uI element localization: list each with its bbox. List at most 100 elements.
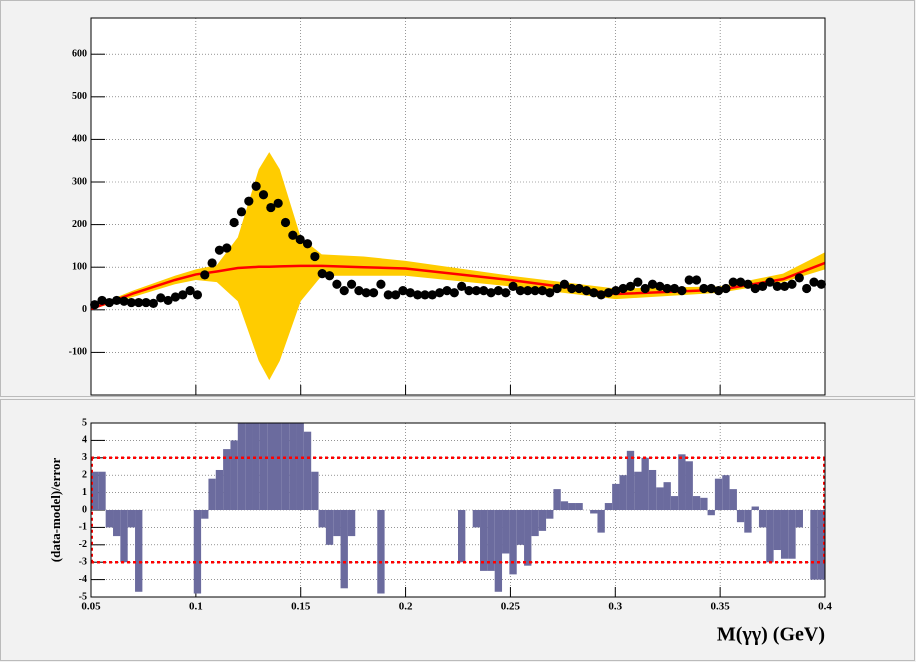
data-point: [515, 286, 525, 296]
x-tick-label: 0.4: [818, 601, 832, 613]
data-point: [662, 283, 672, 294]
x-tick-label: 0.05: [81, 601, 101, 613]
data-point: [501, 288, 511, 298]
model-line: [90, 261, 826, 311]
residual-bar: [223, 449, 231, 510]
residual-bar: [135, 510, 143, 592]
x-tick-label: 0.1: [189, 601, 203, 613]
data-point: [633, 277, 643, 287]
top-frame: [91, 18, 825, 395]
data-point: [677, 286, 687, 296]
residual-bar: [553, 489, 561, 510]
residual-bar: [722, 475, 730, 510]
data-point: [134, 297, 144, 308]
y-tick-label: 300: [72, 176, 87, 187]
data-point: [728, 277, 738, 287]
residual-bar: [729, 489, 737, 510]
data-point: [442, 286, 452, 296]
residual-bar: [604, 503, 613, 510]
residual-bar: [795, 510, 803, 528]
y-tick-label: 5: [82, 417, 87, 428]
y-tick-label: 200: [72, 219, 87, 230]
residual-bar: [524, 510, 532, 566]
data-point: [200, 270, 210, 280]
data-point: [596, 290, 606, 300]
y-tick-label: 0: [82, 504, 87, 515]
residual-bar: [736, 510, 745, 523]
data-point: [647, 279, 658, 289]
data-point: [721, 283, 731, 294]
residual-bar: [347, 510, 356, 537]
residual-bar: [245, 423, 253, 510]
data-point: [750, 283, 760, 294]
residual-bar: [193, 510, 202, 594]
data-point: [229, 217, 239, 228]
residual-bar: [237, 423, 246, 510]
data-point: [112, 295, 122, 306]
residual-bar: [120, 510, 128, 563]
residual-bar: [780, 510, 789, 559]
residual-bar: [105, 510, 114, 528]
data-point: [244, 196, 254, 206]
residual-bar: [377, 510, 385, 594]
residual-bar: [546, 510, 554, 519]
residual-bar: [458, 510, 466, 563]
data-point: [479, 286, 489, 296]
data-point: [97, 295, 107, 306]
data-point: [493, 286, 503, 296]
data-point: [435, 288, 445, 298]
y-tick-label: -2: [79, 539, 87, 550]
residual-bar: [751, 506, 759, 510]
data-point: [816, 279, 826, 289]
data-point: [273, 198, 283, 208]
residual-bar: [98, 471, 106, 510]
data-point: [405, 288, 415, 298]
data-point: [486, 288, 496, 298]
residual-bar: [281, 423, 290, 510]
data-point: [625, 281, 636, 291]
data-point: [376, 279, 386, 289]
data-point: [545, 288, 555, 298]
data-point: [280, 217, 291, 228]
data-point: [148, 298, 158, 309]
residual-bar: [641, 457, 649, 510]
data-point: [787, 279, 797, 289]
residual-bar: [597, 510, 605, 533]
data-point: [141, 297, 151, 308]
residual-bar: [634, 471, 642, 510]
residual-bar: [91, 471, 99, 510]
residual-bar: [612, 483, 620, 510]
residual-bar: [494, 510, 503, 592]
data-point: [295, 234, 305, 245]
data-point: [192, 290, 203, 300]
data-point: [611, 286, 621, 296]
data-point: [332, 279, 342, 289]
data-point: [346, 279, 357, 289]
y-tick-label: -4: [79, 574, 87, 585]
data-point: [288, 230, 298, 240]
y-tick-label: -3: [79, 556, 87, 567]
data-point: [537, 286, 548, 296]
data-point: [398, 286, 408, 296]
residual-bar: [714, 478, 723, 510]
residual-bar: [788, 510, 796, 559]
residual-bar: [201, 510, 209, 519]
residual-bar: [303, 431, 312, 510]
data-point: [735, 277, 746, 287]
residual-bar: [318, 510, 326, 528]
data-point: [809, 277, 819, 287]
data-point: [567, 283, 577, 294]
residual-bar: [215, 469, 224, 510]
data-point: [126, 297, 136, 308]
data-point: [743, 279, 753, 289]
data-point: [310, 251, 320, 262]
y-tick-label: 2: [82, 469, 87, 480]
residual-bar: [289, 423, 297, 510]
residual-bar: [773, 510, 781, 551]
residual-bar: [626, 450, 635, 510]
residual-bar: [678, 454, 686, 510]
data-point: [391, 290, 401, 300]
data-point: [794, 273, 804, 283]
data-point: [236, 207, 247, 217]
data-point: [302, 239, 313, 249]
